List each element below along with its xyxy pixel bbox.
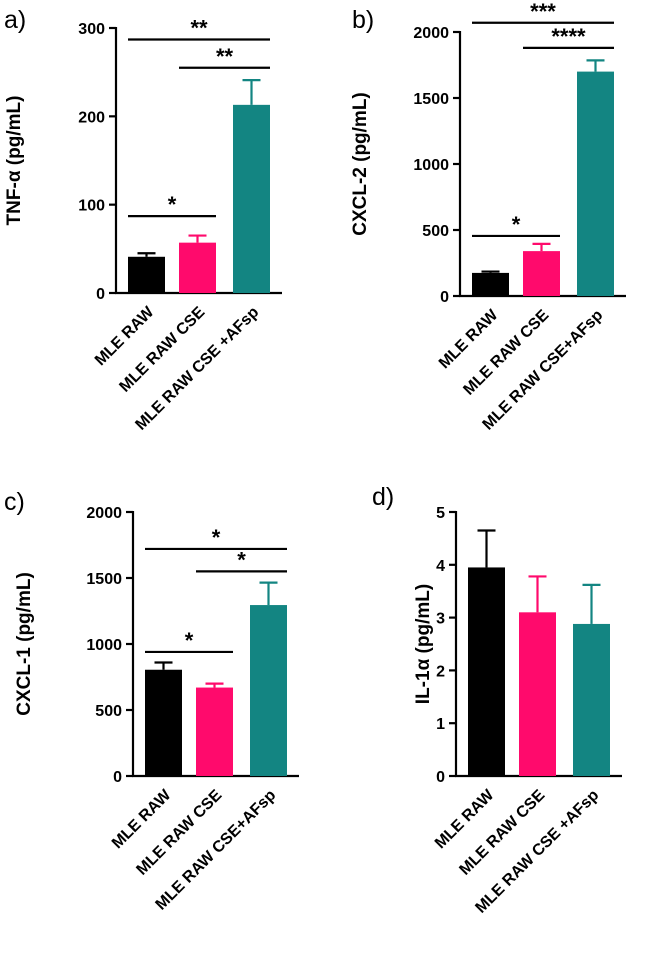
bar (196, 687, 233, 776)
bar (233, 104, 270, 293)
panel-label: d) (372, 483, 394, 511)
panel-label: b) (352, 6, 374, 34)
significance-label: * (185, 628, 194, 653)
bar (468, 567, 505, 776)
significance-label: ** (190, 15, 208, 40)
y-tick-label: 3 (436, 611, 445, 628)
y-tick-label: 1500 (86, 571, 122, 588)
y-tick-label: 300 (78, 21, 105, 38)
y-tick-label: 0 (440, 289, 449, 306)
significance-label: ** (216, 44, 234, 69)
panel-label: a) (4, 6, 26, 34)
bar (472, 272, 509, 296)
y-tick-label: 5 (436, 505, 445, 522)
significance-label: * (237, 547, 246, 572)
y-tick-label: 0 (113, 769, 122, 786)
y-tick-label: 0 (436, 769, 445, 786)
y-tick-label: 1000 (86, 637, 122, 654)
y-axis-label: IL-1α (pg/mL) (413, 584, 434, 704)
bar (128, 256, 165, 293)
y-tick-label: 2000 (86, 505, 122, 522)
y-tick-label: 1500 (413, 91, 449, 108)
bar (577, 71, 614, 296)
bar (250, 605, 287, 776)
panel-label: c) (4, 488, 25, 516)
y-tick-label: 4 (436, 558, 445, 575)
y-axis-label: CXCL-2 (pg/mL) (350, 92, 371, 236)
y-axis-label: CXCL-1 (pg/mL) (14, 572, 35, 716)
significance-label: * (212, 525, 221, 550)
bar (519, 612, 556, 776)
y-tick-label: 0 (96, 286, 105, 303)
y-tick-label: 2 (436, 663, 445, 680)
y-axis-label: TNF-α (pg/mL) (4, 96, 25, 226)
y-tick-label: 100 (78, 198, 105, 215)
y-tick-label: 2000 (413, 25, 449, 42)
significance-label: * (512, 212, 521, 237)
bar (145, 669, 182, 776)
significance-label: *** (530, 0, 556, 24)
y-tick-label: 1 (436, 716, 445, 733)
y-tick-label: 1000 (413, 157, 449, 174)
y-tick-label: 200 (78, 109, 105, 126)
significance-label: **** (551, 24, 586, 49)
y-tick-label: 500 (422, 223, 449, 240)
y-tick-label: 500 (95, 703, 122, 720)
bar (573, 623, 610, 776)
significance-label: * (168, 192, 177, 217)
bar (523, 251, 560, 296)
bar (179, 242, 216, 293)
